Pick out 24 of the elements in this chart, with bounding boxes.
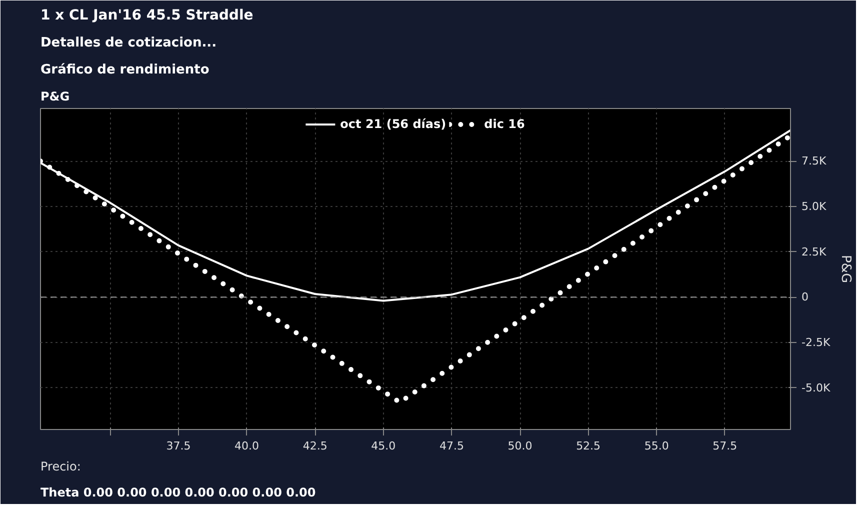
- text: P&G: [40, 90, 70, 104]
- text: Theta 0.00 0.00 0.00 0.00 0.00 0.00 0.00: [40, 486, 316, 500]
- x-tick-label: 55.0: [644, 440, 669, 452]
- x-tick-label: 52.5: [576, 440, 601, 452]
- y-axis-title: P&G: [838, 254, 854, 284]
- y-tick-label: 7.5K: [802, 154, 827, 168]
- legend-label: dic 16: [484, 117, 525, 131]
- chart-subtitle: Gráfico de rendimiento: [40, 62, 210, 78]
- x-tick-label: 57.5: [712, 440, 738, 452]
- x-tick-label: 50.0: [508, 440, 532, 452]
- x-tick-label: 42.5: [302, 440, 328, 452]
- x-tick-label: 40.0: [234, 440, 260, 452]
- y-tick-label: 0: [802, 290, 808, 304]
- x-tick-label: 47.5: [439, 440, 464, 452]
- y-tick-label: -5.0K: [802, 381, 831, 394]
- chart-title: 1 x CL Jan'16 45.5 Straddle: [40, 8, 254, 24]
- x-tick-label: 37.5: [166, 440, 191, 452]
- y-tick-label: 5.0K: [802, 200, 827, 213]
- text: Detalles de cotizacion...: [40, 36, 217, 50]
- y-tick-label: 2.5K: [802, 245, 827, 258]
- x-axis-title: Precio:: [40, 460, 81, 474]
- x-tick-label: 45.0: [371, 440, 396, 452]
- legend-label: oct 21 (56 días): [340, 117, 446, 131]
- y-tick-label: -2.5K: [802, 336, 831, 349]
